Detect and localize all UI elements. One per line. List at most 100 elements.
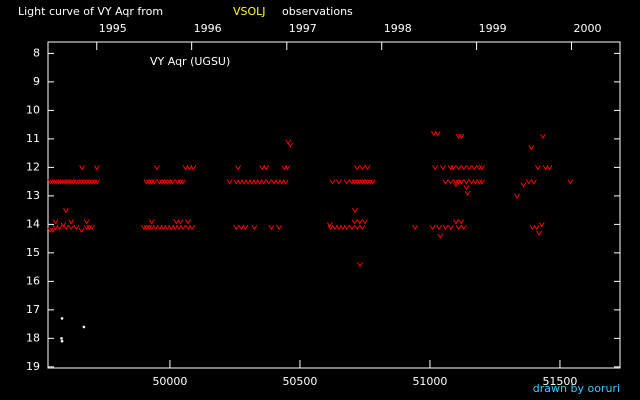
year-label: 1999 <box>479 22 507 35</box>
observation-mark <box>326 222 333 228</box>
observation-mark <box>268 224 275 231</box>
observation-mark <box>434 130 441 137</box>
year-label: 1997 <box>289 22 317 35</box>
observation-mark <box>437 233 444 239</box>
observation-mark <box>534 165 541 171</box>
observation-mark <box>189 224 195 231</box>
observation-mark <box>359 179 366 185</box>
observation-mark <box>63 224 69 231</box>
observation-mark <box>450 165 457 171</box>
y-tick-label: 13 <box>26 189 40 202</box>
observation-mark <box>81 179 88 185</box>
y-tick-label: 14 <box>26 217 40 230</box>
observation-mark <box>180 224 186 231</box>
observation-mark <box>47 179 54 185</box>
observation-mark <box>447 224 454 231</box>
x-tick-label: 50500 <box>282 375 317 388</box>
observation-mark <box>68 219 75 225</box>
observation-mark <box>455 133 462 139</box>
y-tick-label: 19 <box>26 360 40 373</box>
observation-mark <box>432 165 439 171</box>
observation-mark <box>352 207 358 214</box>
observation-mark <box>190 165 197 171</box>
observation-mark <box>89 179 95 185</box>
observation-mark <box>91 179 98 185</box>
observation-mark <box>546 165 553 171</box>
observation-mark <box>64 179 70 185</box>
annotation: VY Aqr (UGSU) <box>150 55 230 68</box>
observation-mark <box>59 179 66 185</box>
observation-mark <box>359 165 366 171</box>
plot-frame <box>47 41 621 369</box>
observation-mark <box>86 179 93 185</box>
observation-mark <box>61 179 68 185</box>
observation-mark <box>540 133 546 139</box>
observation-mark <box>412 224 419 231</box>
observation-mark <box>235 165 241 171</box>
observation-mark <box>177 179 184 185</box>
observation-mark <box>56 224 63 231</box>
observation-mark <box>356 219 363 225</box>
observation-mark <box>63 207 69 214</box>
observation-mark <box>169 179 176 185</box>
observation-mark <box>436 224 442 231</box>
observation-mark <box>47 227 54 234</box>
observation-mark <box>453 219 459 225</box>
observation-mark <box>455 224 462 231</box>
observation-mark <box>343 179 350 185</box>
observation-mark <box>51 179 58 185</box>
observation-mark <box>514 193 520 199</box>
observation-mark <box>538 222 545 228</box>
observation-mark <box>458 179 465 185</box>
observation-mark <box>66 179 72 185</box>
observation-mark <box>167 179 173 185</box>
observation-mark <box>528 145 535 151</box>
observation-mark <box>327 224 334 231</box>
observation-mark <box>79 165 85 171</box>
observation-mark <box>447 179 454 185</box>
observation-mark <box>260 179 267 185</box>
observation-mark <box>479 165 485 171</box>
observation-mark <box>429 224 436 231</box>
credit: drawn by ooruri <box>533 382 620 395</box>
x-tick-label: 51000 <box>412 375 447 388</box>
observation-mark <box>265 179 272 185</box>
observation-mark <box>50 227 56 234</box>
observation-mark <box>354 224 361 231</box>
observation-mark <box>354 179 361 185</box>
observation-mark <box>453 179 459 185</box>
observation-mark <box>471 165 478 171</box>
y-tick-label: 18 <box>26 331 40 344</box>
observation-mark <box>367 179 374 185</box>
observation-mark <box>89 224 95 231</box>
observation-mark <box>442 224 449 231</box>
observation-dot <box>82 325 86 329</box>
observation-dot <box>60 337 63 340</box>
y-tick-label: 10 <box>26 103 40 116</box>
observation-mark <box>68 179 75 185</box>
observation-mark <box>76 179 82 185</box>
y-tick-label: 9 <box>33 75 40 88</box>
observation-mark <box>369 179 376 185</box>
observation-mark <box>336 179 342 185</box>
observation-mark <box>55 179 62 185</box>
y-tick-label: 17 <box>26 303 40 316</box>
observation-mark <box>343 224 350 231</box>
observation-mark <box>567 179 574 185</box>
year-label: 1996 <box>194 22 222 35</box>
observation-mark <box>525 179 532 185</box>
observation-mark <box>73 224 80 231</box>
y-tick-label: 15 <box>26 246 40 259</box>
observation-mark <box>476 179 483 185</box>
observation-mark <box>148 219 155 225</box>
observation-mark <box>180 179 186 185</box>
observation-mark <box>458 219 465 225</box>
observation-mark <box>151 179 158 185</box>
observation-mark <box>143 179 150 185</box>
observation-mark <box>83 224 90 231</box>
observation-mark <box>146 224 153 231</box>
observation-mark <box>86 224 93 231</box>
observation-mark <box>154 165 160 171</box>
y-tick-label: 11 <box>26 132 40 145</box>
